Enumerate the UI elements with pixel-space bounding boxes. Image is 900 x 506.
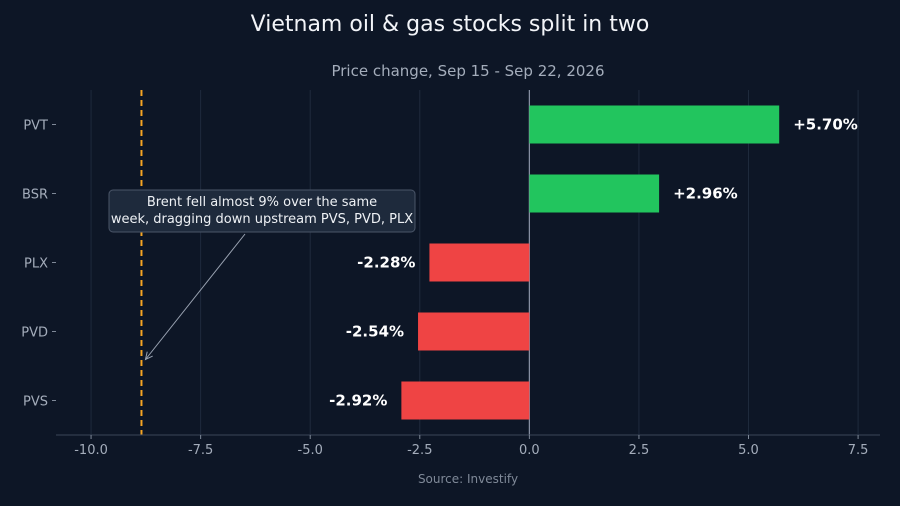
source-note: Source: Investify (418, 472, 518, 486)
category-label: BSR (22, 188, 48, 203)
category-label: PVD (21, 326, 48, 341)
annotation: Brent fell almost 9% over the same week, … (108, 189, 416, 361)
bars: +5.70% +2.96% -2.28% -2.54% -2.92% (329, 105, 858, 420)
x-tick-label: -7.5 (188, 443, 213, 458)
x-tick-label: 0.0 (519, 443, 540, 458)
annotation-arrow-head (144, 351, 153, 361)
data-label-pvs: -2.92% (329, 392, 387, 410)
grid-lines (90, 90, 859, 435)
x-tick-label: 5.0 (738, 443, 759, 458)
annotation-box (108, 189, 416, 233)
category-label: PVS (23, 395, 48, 410)
data-label-plx: -2.28% (357, 254, 415, 272)
chart-title: Vietnam oil & gas stocks split in two (251, 12, 650, 37)
bar-plx (429, 243, 530, 282)
category-label: PVT (23, 119, 48, 134)
category-label: PLX (24, 257, 48, 272)
bar-pvs (401, 381, 530, 420)
x-tick-label: -10.0 (74, 443, 108, 458)
bar-bsr (529, 174, 660, 213)
data-label-pvt: +5.70% (793, 116, 858, 134)
x-tick-label: -2.5 (407, 443, 432, 458)
data-label-pvd: -2.54% (346, 323, 404, 341)
x-tick-label: -5.0 (298, 443, 323, 458)
annotation-arrow-line (145, 233, 246, 360)
x-tick-label: 2.5 (629, 443, 650, 458)
data-label-bsr: +2.96% (673, 185, 738, 203)
annotation-text: week, dragging down upstream PVS, PVD, P… (111, 212, 413, 227)
bar-pvt (529, 105, 780, 144)
chart-subtitle: Price change, Sep 15 - Sep 22, 2026 (331, 62, 604, 80)
annotation-text: Brent fell almost 9% over the same (147, 195, 377, 210)
axes: PVT BSR PLX PVD PVS -10.0 -7.5 -5.0 -2.5 0.0 2.5 5.… (21, 119, 880, 458)
x-tick-label: 7.5 (848, 443, 869, 458)
bar-pvd (418, 312, 530, 351)
